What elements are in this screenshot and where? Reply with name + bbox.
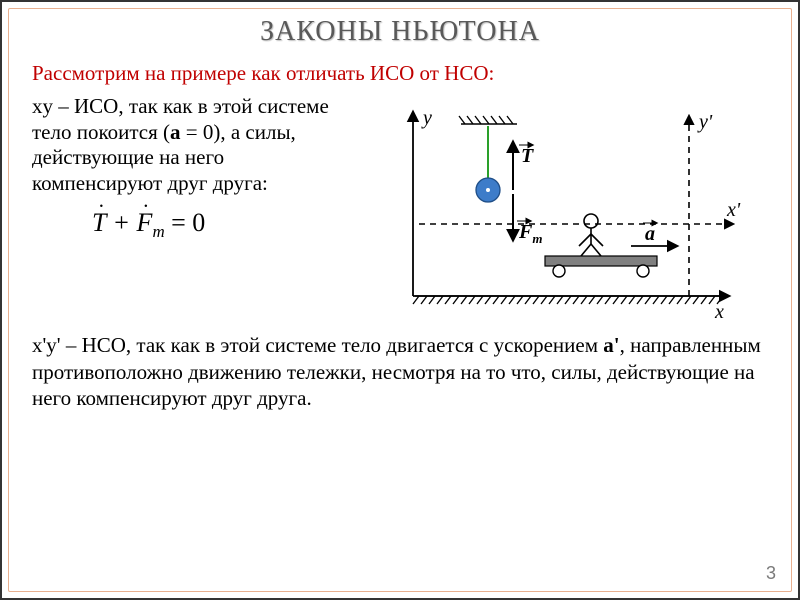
svg-text:y': y': [697, 111, 713, 133]
svg-text:T: T: [521, 145, 534, 167]
subtitle: Рассмотрим на примере как отличать ИСО о…: [32, 60, 768, 86]
para2-prefix: x'y' – НСО, так как в этой системе тело …: [32, 333, 603, 357]
paragraph-left: xy – ИСО, так как в этой системе тело по…: [32, 94, 342, 242]
paragraph-bottom: x'y' – НСО, так как в этой системе тело …: [32, 332, 768, 411]
page-number: 3: [766, 563, 776, 584]
formula-m: m: [152, 222, 164, 241]
slide-title: ЗАКОНЫ НЬЮТОНА: [2, 16, 798, 48]
physics-diagram: y x y' x' T Fm a: [373, 98, 745, 318]
content-row: xy – ИСО, так как в этой системе тело по…: [32, 94, 776, 318]
slide-frame: ЗАКОНЫ НЬЮТОНА Рассмотрим на примере как…: [0, 0, 800, 600]
diagram-wrap: y x y' x' T Fm a: [342, 94, 776, 318]
para2-a: a': [603, 333, 619, 357]
svg-text:x: x: [714, 301, 724, 318]
svg-text:a: a: [645, 223, 655, 245]
formula-eq: = 0: [165, 208, 206, 237]
svg-text:Fm: Fm: [518, 221, 542, 246]
svg-text:y: y: [421, 107, 432, 129]
svg-text:x': x': [726, 199, 741, 221]
para1-a: a: [170, 120, 181, 144]
formula: ·T + ·Fm = 0: [92, 207, 342, 243]
formula-plus: +: [106, 208, 137, 237]
